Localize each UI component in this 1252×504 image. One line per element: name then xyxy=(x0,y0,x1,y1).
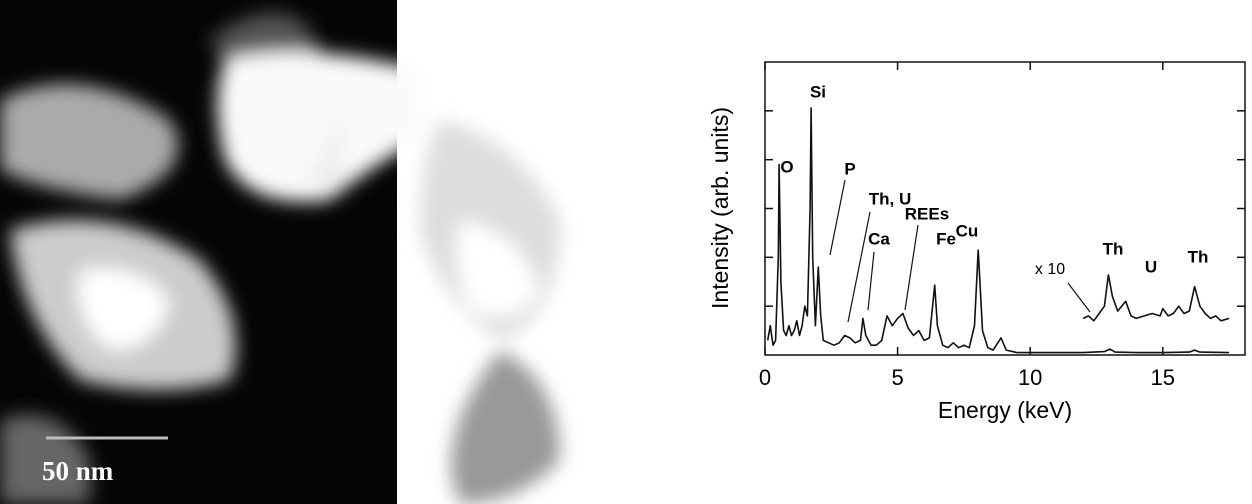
peak-label: REEs xyxy=(905,204,949,223)
x-tick-label: 10 xyxy=(1018,365,1042,390)
peak-label: Si xyxy=(810,82,826,101)
peak-label: Cu xyxy=(956,221,979,240)
peak-label: P xyxy=(844,159,855,178)
peak-label: Th xyxy=(1103,239,1124,258)
x-axis-label: Energy (keV) xyxy=(938,397,1072,423)
peak-label: Ca xyxy=(868,229,890,248)
spectrum-line xyxy=(1082,274,1230,322)
plot-frame xyxy=(764,61,1246,356)
peak-label: Fe xyxy=(936,229,956,248)
peak-label: Th xyxy=(1188,247,1209,266)
leader-line xyxy=(829,179,846,256)
y-axis-label: Intensity (arb. units) xyxy=(707,107,733,309)
leader-line xyxy=(904,224,919,311)
x-tick-label: 5 xyxy=(891,365,903,390)
spectrum-chart: Energy (keV) Intensity (arb. units) 0 5 10… xyxy=(707,61,1246,423)
peak-label: x 10 xyxy=(1035,261,1065,278)
spectrum-line xyxy=(766,107,1230,354)
peak-label: Th, U xyxy=(869,189,912,208)
leader-line xyxy=(1067,282,1091,313)
scale-label: 50 nm xyxy=(42,456,114,486)
x-tick-label: 15 xyxy=(1151,365,1175,390)
leader-line xyxy=(847,211,871,323)
peak-label: O xyxy=(780,157,793,176)
tem-image: 50 nm xyxy=(0,0,560,504)
peak-label: U xyxy=(1145,257,1157,276)
leader-line xyxy=(867,251,875,311)
x-tick-label: 0 xyxy=(759,365,771,390)
